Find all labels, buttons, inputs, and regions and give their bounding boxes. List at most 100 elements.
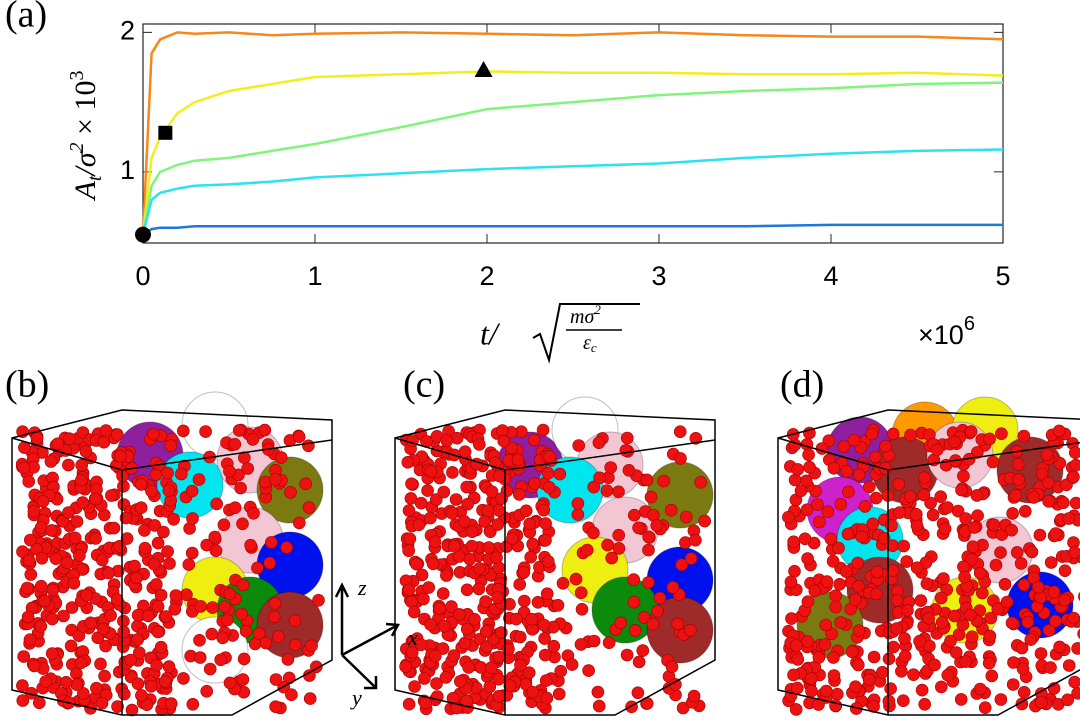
particle [853,469,865,481]
particle [899,650,911,662]
particle [474,562,486,574]
particle [1018,686,1030,698]
particle [819,639,831,651]
y-tick-label: 2 [120,15,135,45]
particle [592,686,604,698]
particle [132,678,144,690]
particle [785,576,797,588]
particle [658,475,670,487]
particle [177,425,189,437]
particle [945,635,957,647]
particle [238,653,250,665]
particle [887,428,899,440]
particle [1070,459,1080,471]
particle [966,631,978,643]
particle [461,623,473,635]
particle [33,697,45,709]
particle [170,590,182,602]
particle [790,640,802,652]
particle [1069,676,1080,688]
particle [437,588,449,600]
particle [150,469,162,481]
particle [50,553,62,565]
particle [645,491,657,503]
particle [219,601,231,613]
particle [400,661,412,673]
particle [237,579,249,591]
particle [514,631,526,643]
particle [849,594,861,606]
particle [572,498,584,510]
particle [995,547,1007,559]
particle [464,553,476,565]
particle [35,620,47,632]
y-tick-label: 1 [120,155,135,185]
particle [61,557,73,569]
particle [424,512,436,524]
particle [492,592,504,604]
particle [937,573,949,585]
particle [1045,662,1057,674]
particle [1041,449,1053,461]
particle [453,608,465,620]
particle [518,566,530,578]
particle [425,619,437,631]
particle [224,677,236,689]
particle [429,536,441,548]
particle [529,478,541,490]
particle [689,534,701,546]
particle [990,559,1002,571]
particle [987,456,999,468]
particle [552,599,564,611]
particle [466,526,478,538]
particle [282,653,294,665]
particle [285,689,297,701]
particle [251,562,263,574]
particle [493,504,505,516]
particle [71,516,83,528]
particle [18,651,30,663]
particle [28,505,40,517]
particle [96,697,108,709]
particle [788,669,800,681]
particle [204,663,216,675]
particle [621,432,633,444]
particle [647,618,659,630]
particle [90,493,102,505]
particle [22,611,34,623]
particle [139,542,151,554]
particle [801,504,813,516]
particle [637,645,649,657]
particle [866,428,878,440]
particle [628,509,640,521]
label-part: ε [583,332,591,354]
particle [313,594,325,606]
particle [105,490,117,502]
particle [868,651,880,663]
particle [235,482,247,494]
particle [469,613,481,625]
particle [893,478,905,490]
particle [1045,557,1057,569]
particle [146,485,158,497]
particle [512,454,524,466]
particle [827,652,839,664]
particle [919,698,931,710]
particle [573,440,585,452]
particle [23,476,35,488]
particle [75,657,87,669]
particle [540,534,552,546]
particle [438,620,450,632]
particle [554,468,566,480]
particle [588,635,600,647]
particle [835,498,847,510]
particle [215,654,227,666]
particle [541,692,553,704]
particle [40,676,52,688]
particle [62,459,74,471]
particle [859,500,871,512]
particle [870,492,882,504]
particle [247,433,259,445]
particle [37,495,49,507]
particle [473,438,485,450]
